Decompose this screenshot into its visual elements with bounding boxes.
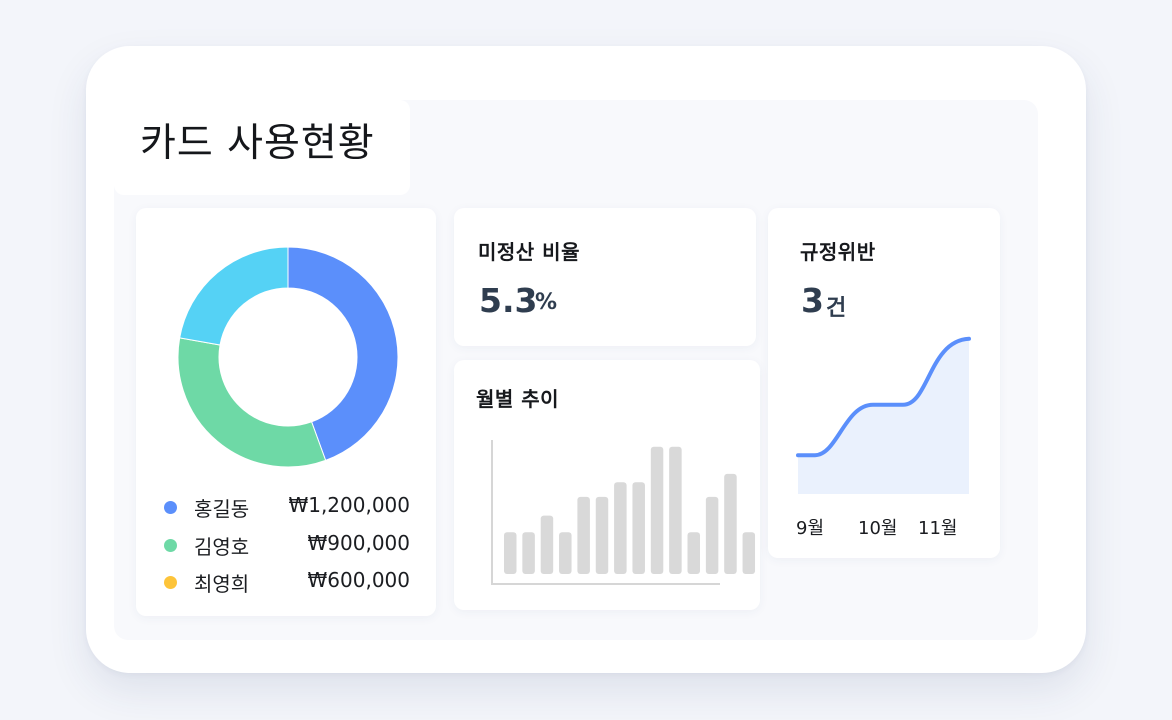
legend-item: 최영희 ₩600,000 [164, 568, 410, 598]
page-title: 카드 사용현황 [140, 121, 375, 166]
bar [632, 482, 645, 574]
line-chart-line [796, 336, 971, 458]
bar-chart-axis [491, 440, 720, 585]
donut-slice-김영호 [177, 337, 327, 468]
bar [687, 532, 700, 574]
donut-slice-홍길동 [287, 246, 399, 462]
donut-chart [177, 246, 399, 468]
title-box [114, 100, 410, 195]
monthly-card-title: 월별 추이 [476, 387, 560, 411]
bar [559, 532, 572, 574]
legend-name: 김영호 [194, 535, 250, 559]
legend-dot [164, 576, 177, 589]
bar [650, 446, 664, 574]
rate-card-title: 미정산 비율 [478, 240, 580, 264]
bar [705, 496, 719, 574]
bar [504, 532, 517, 574]
bar [540, 515, 554, 574]
donut-slice-최영희 [179, 246, 289, 346]
x-axis-label: 9월 [796, 518, 825, 539]
violation-value: 3 [801, 281, 824, 320]
x-axis-label: 11월 [918, 518, 958, 539]
legend-name: 홍길동 [194, 497, 250, 521]
violation-line-chart [796, 336, 971, 494]
violation-card-title: 규정위반 [800, 240, 876, 264]
x-axis-label: 10월 [858, 518, 898, 539]
bar [614, 482, 627, 574]
legend-amount: ₩900,000 [307, 531, 410, 555]
legend-name: 최영희 [194, 572, 250, 596]
bar [669, 446, 682, 574]
bar [595, 496, 609, 574]
line-chart-area [798, 338, 969, 494]
bar [724, 473, 737, 574]
legend-dot [164, 539, 177, 552]
bar [742, 532, 756, 574]
card-unsettled-rate [454, 208, 756, 346]
violation-unit: 건 [826, 296, 847, 321]
legend-amount: ₩600,000 [307, 568, 410, 592]
rate-unit: % [535, 290, 558, 315]
bar [522, 532, 535, 574]
monthly-bar-chart [491, 440, 756, 585]
bar [577, 496, 590, 574]
legend-dot [164, 501, 177, 514]
legend-item: 김영호 ₩900,000 [164, 531, 410, 561]
legend-item: 홍길동 ₩1,200,000 [164, 493, 410, 523]
rate-value: 5.3 [479, 281, 538, 320]
legend-amount: ₩1,200,000 [288, 493, 410, 517]
